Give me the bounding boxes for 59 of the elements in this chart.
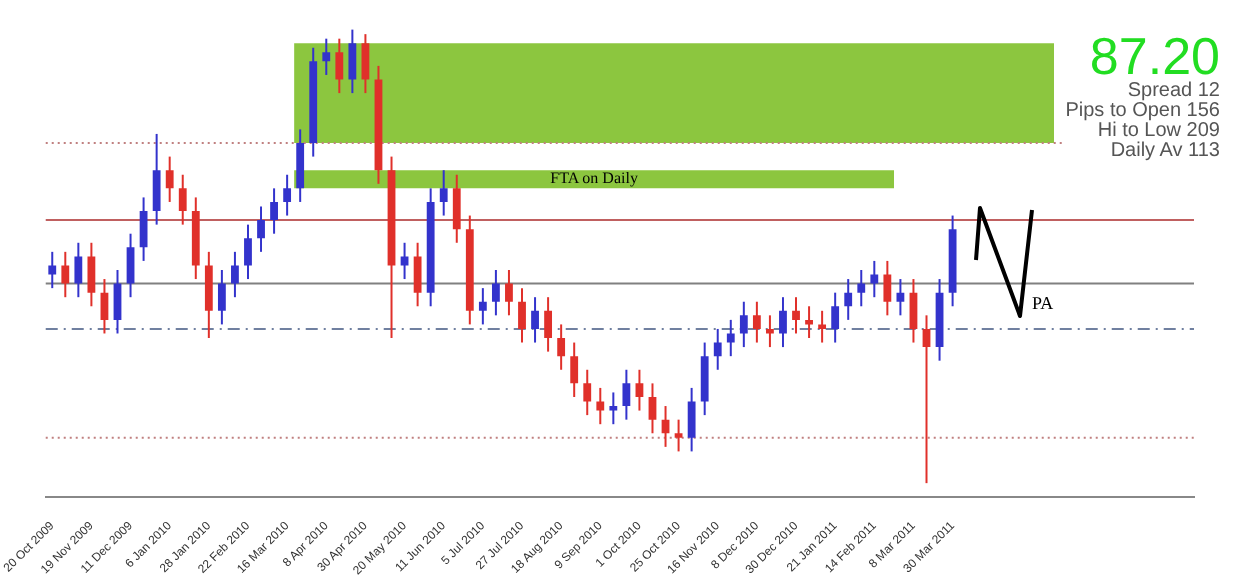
band-label: FTA on Daily bbox=[550, 169, 638, 188]
candlestick bbox=[152, 132, 161, 226]
candlestick bbox=[505, 268, 513, 317]
annotation: PA bbox=[1032, 292, 1055, 313]
candlestick bbox=[583, 368, 592, 417]
candlestick bbox=[596, 386, 605, 426]
candlestick bbox=[491, 268, 500, 317]
candlestick bbox=[48, 250, 57, 290]
candlestick bbox=[296, 128, 305, 203]
candlestick bbox=[739, 300, 748, 349]
candlestick bbox=[570, 341, 579, 398]
annotation: Pips to Open 156 bbox=[1065, 100, 1220, 122]
candlestick bbox=[283, 173, 292, 217]
candlestick bbox=[844, 278, 853, 321]
candlestick bbox=[335, 37, 344, 95]
candlestick bbox=[452, 173, 461, 244]
annotation: Daily Av 113 bbox=[1108, 140, 1220, 162]
candlestick bbox=[348, 28, 357, 95]
candlestick bbox=[700, 341, 709, 417]
candlestick bbox=[61, 250, 70, 299]
candlestick bbox=[792, 296, 800, 335]
candlestick bbox=[165, 155, 174, 203]
candlestick bbox=[139, 196, 148, 262]
candlestick bbox=[257, 205, 265, 253]
candlestick bbox=[674, 418, 683, 453]
candlestick bbox=[752, 300, 761, 344]
annotation: Spread 12 bbox=[1125, 80, 1220, 102]
candlestick bbox=[713, 327, 722, 371]
candlestick bbox=[857, 268, 866, 308]
candlestick bbox=[126, 232, 135, 299]
candlestick bbox=[635, 368, 644, 412]
candlestick bbox=[178, 173, 187, 226]
candlestick bbox=[726, 318, 735, 358]
candlestick bbox=[217, 268, 226, 326]
candlestick bbox=[518, 287, 526, 344]
candlestick bbox=[779, 296, 787, 349]
candlestick bbox=[439, 169, 448, 217]
candlestick bbox=[478, 287, 487, 326]
candlestick bbox=[270, 187, 278, 235]
candlestick bbox=[896, 278, 905, 317]
candlestick bbox=[818, 309, 827, 344]
candlestick bbox=[322, 37, 331, 76]
candlestick bbox=[204, 250, 213, 340]
candlestick bbox=[883, 259, 892, 317]
candlestick bbox=[870, 259, 879, 299]
candlestick bbox=[622, 368, 631, 421]
candlestick bbox=[557, 323, 566, 371]
candlestick bbox=[74, 241, 83, 299]
candlestick bbox=[831, 291, 840, 344]
candlestick bbox=[531, 296, 539, 344]
candlestick bbox=[648, 382, 657, 435]
candlestick bbox=[544, 296, 553, 353]
candlestick bbox=[244, 223, 252, 281]
candlestick bbox=[609, 391, 618, 426]
candlestick bbox=[413, 241, 422, 308]
candlestick bbox=[87, 241, 96, 308]
candlestick bbox=[687, 386, 696, 453]
annotation: Hi to Low 209 bbox=[1097, 120, 1220, 142]
candlestick bbox=[231, 250, 239, 299]
